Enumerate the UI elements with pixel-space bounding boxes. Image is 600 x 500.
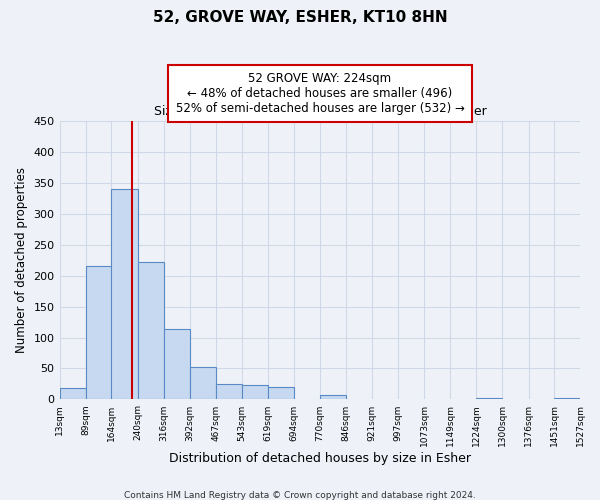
Bar bbox=[112, 189, 137, 400]
Y-axis label: Number of detached properties: Number of detached properties bbox=[15, 167, 28, 353]
Bar bbox=[164, 330, 190, 400]
Bar bbox=[216, 384, 242, 400]
Bar bbox=[554, 398, 580, 400]
Text: Contains HM Land Registry data © Crown copyright and database right 2024.: Contains HM Land Registry data © Crown c… bbox=[124, 490, 476, 500]
Bar bbox=[137, 262, 164, 400]
Text: 52 GROVE WAY: 224sqm
← 48% of detached houses are smaller (496)
52% of semi-deta: 52 GROVE WAY: 224sqm ← 48% of detached h… bbox=[176, 72, 464, 115]
Bar bbox=[268, 387, 294, 400]
X-axis label: Distribution of detached houses by size in Esher: Distribution of detached houses by size … bbox=[169, 452, 471, 465]
Title: Size of property relative to detached houses in Esher: Size of property relative to detached ho… bbox=[154, 105, 487, 118]
Bar bbox=[320, 395, 346, 400]
Bar bbox=[242, 384, 268, 400]
Bar bbox=[476, 398, 502, 400]
Text: 52, GROVE WAY, ESHER, KT10 8HN: 52, GROVE WAY, ESHER, KT10 8HN bbox=[152, 10, 448, 25]
Bar bbox=[59, 388, 86, 400]
Bar bbox=[86, 266, 112, 400]
Bar bbox=[190, 366, 216, 400]
